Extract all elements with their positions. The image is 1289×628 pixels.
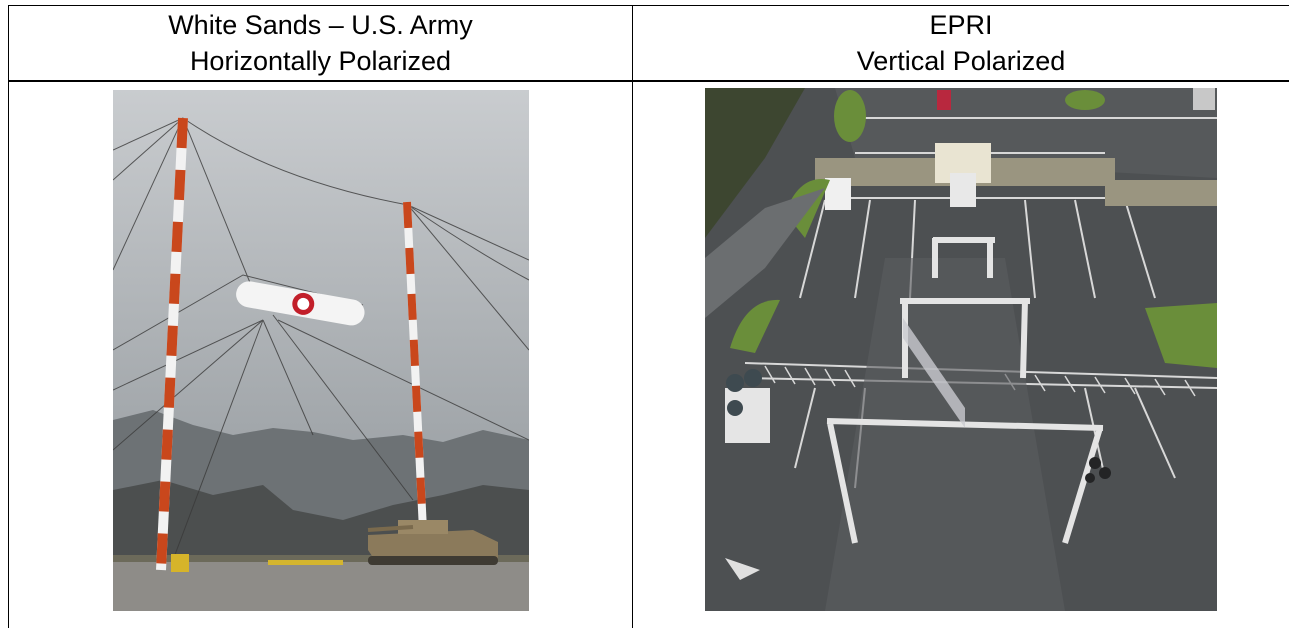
header-line: Horizontally Polarized: [189, 46, 452, 76]
table-border-top: [8, 5, 1289, 6]
header-cell: EPRI Vertical Polarized: [633, 6, 1289, 80]
header-line: EPRI: [929, 10, 993, 40]
header-cell: White Sands – U.S. Army Horizontally Pol…: [9, 6, 632, 80]
photo-white-sands: [113, 90, 529, 611]
table-border-left: [8, 5, 9, 628]
header-line: White Sands – U.S. Army: [168, 10, 473, 40]
header-line: Vertical Polarized: [856, 46, 1066, 76]
photo-epri: [705, 88, 1217, 611]
column-divider: [632, 5, 633, 628]
header-divider: [8, 80, 1289, 82]
